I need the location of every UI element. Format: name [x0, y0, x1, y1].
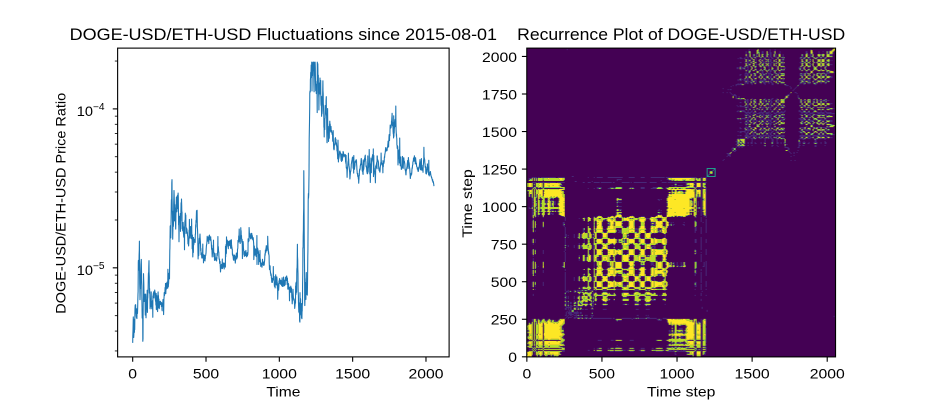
svg-text:1000: 1000 — [659, 365, 694, 381]
svg-text:1750: 1750 — [482, 86, 517, 102]
svg-text:1250: 1250 — [482, 161, 517, 177]
svg-text:Time step: Time step — [459, 169, 475, 238]
svg-text:2000: 2000 — [482, 49, 517, 65]
svg-text:1000: 1000 — [262, 365, 297, 381]
svg-text:0: 0 — [508, 349, 517, 365]
svg-text:1000: 1000 — [482, 199, 517, 215]
svg-text:2000: 2000 — [408, 365, 443, 381]
svg-text:1500: 1500 — [735, 365, 770, 381]
svg-text:1500: 1500 — [482, 124, 517, 140]
svg-text:DOGE-USD/ETH-USD Fluctuations: DOGE-USD/ETH-USD Fluctuations since 2015… — [70, 25, 497, 44]
svg-text:500: 500 — [491, 274, 518, 290]
svg-text:Recurrence Plot of DOGE-USD/ET: Recurrence Plot of DOGE-USD/ETH-USD — [517, 25, 845, 44]
svg-text:500: 500 — [589, 365, 616, 381]
svg-text:1500: 1500 — [335, 365, 370, 381]
svg-text:0: 0 — [128, 365, 137, 381]
svg-text:2000: 2000 — [810, 365, 845, 381]
svg-text:750: 750 — [491, 236, 518, 252]
svg-text:Time: Time — [266, 384, 300, 400]
svg-text:DOGE-USD/ETH-USD Price Ratio: DOGE-USD/ETH-USD Price Ratio — [52, 93, 68, 314]
svg-text:250: 250 — [491, 312, 518, 328]
svg-text:500: 500 — [193, 365, 220, 381]
svg-text:Time step: Time step — [647, 384, 716, 400]
svg-text:0: 0 — [522, 365, 531, 381]
